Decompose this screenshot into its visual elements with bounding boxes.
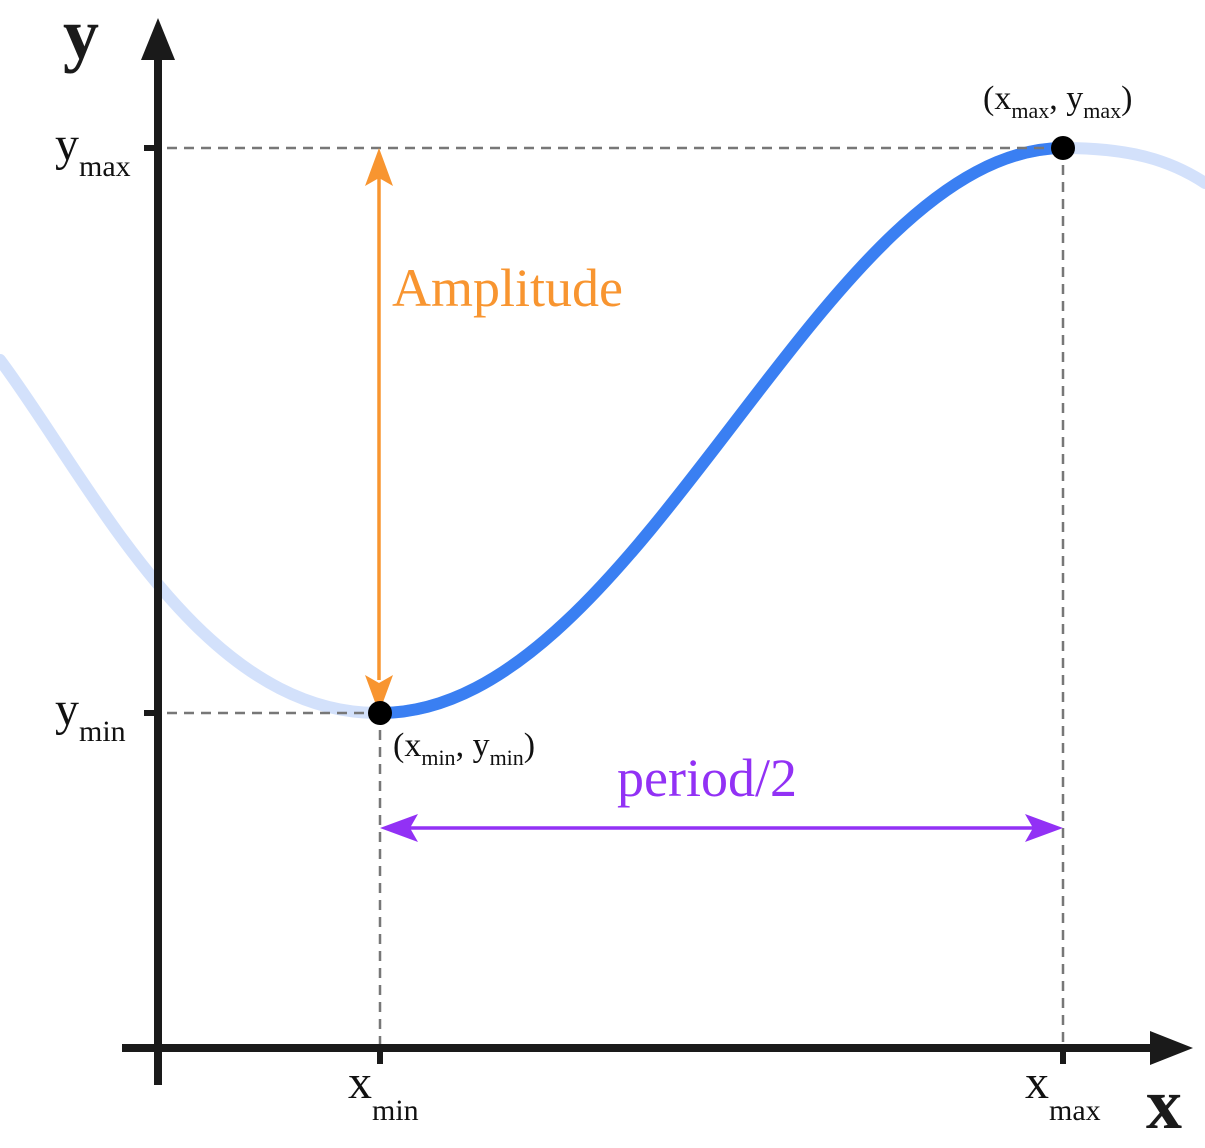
x-axis-title: x — [1146, 1064, 1182, 1144]
y-axis-title: y — [63, 0, 99, 74]
max-point-marker — [1051, 136, 1075, 160]
half-period-label: period/2 — [617, 748, 797, 808]
half-period-curve — [374, 142, 1069, 719]
min-point-marker — [368, 701, 392, 725]
amplitude-label: Amplitude — [392, 258, 623, 318]
ymin-tick-label: ymin — [55, 683, 126, 748]
y-axis-arrowhead — [141, 18, 175, 60]
ymax-tick-label: ymax — [55, 118, 131, 183]
min-point-label: (xmin, ymin) — [393, 727, 535, 770]
period-arrowhead-right — [1025, 814, 1063, 842]
amplitude-arrowhead-top — [365, 148, 393, 186]
max-point-label: (xmax, ymax) — [983, 80, 1132, 123]
faded-wave-curve — [0, 141, 1205, 720]
period-arrowhead-left — [380, 814, 418, 842]
x-axis-arrowhead — [1150, 1031, 1193, 1065]
xmax-tick-label: xmax — [1025, 1056, 1101, 1127]
xmin-tick-label: xmin — [348, 1056, 419, 1127]
amplitude-arrowhead-bottom — [365, 675, 393, 713]
